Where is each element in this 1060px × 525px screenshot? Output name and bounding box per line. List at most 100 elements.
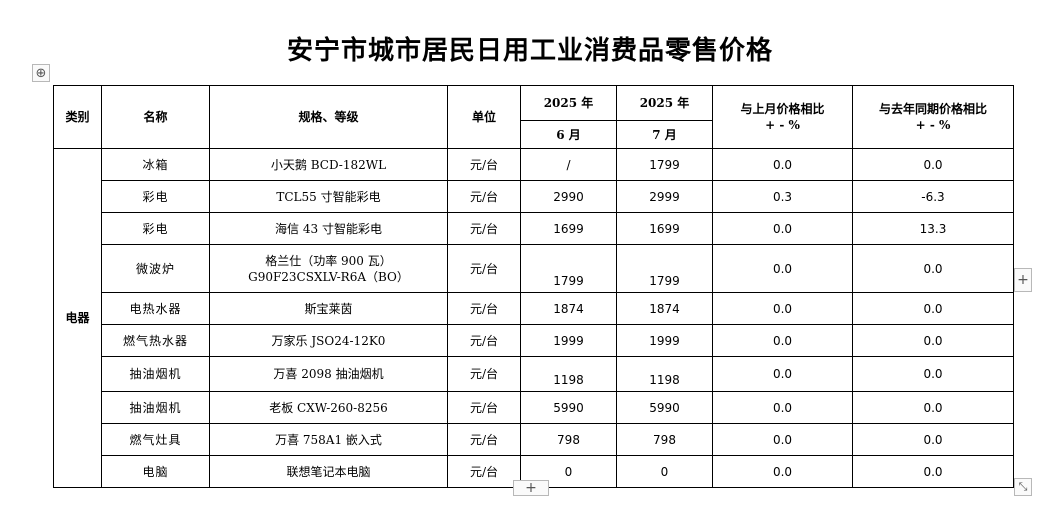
price-july: 1799 — [616, 244, 713, 293]
item-unit: 元/台 — [447, 212, 521, 245]
change-yoy: 0.0 — [852, 423, 1014, 456]
item-spec: 万喜 758A1 嵌入式 — [209, 423, 448, 456]
add-column-plus-icon[interactable]: + — [1014, 268, 1032, 292]
table-row: 电器 冰箱 小天鹅 BCD-182WL 元/台 / 1799 0.0 0.0 — [53, 148, 1014, 488]
table-move-handle-icon[interactable]: ⊕ — [32, 64, 50, 82]
price-july: 1699 — [616, 212, 713, 245]
item-name: 冰箱 — [101, 148, 210, 181]
price-june: 1799 — [520, 244, 617, 293]
item-unit: 元/台 — [447, 455, 521, 488]
change-yoy: 0.0 — [852, 356, 1014, 392]
change-mom: 0.0 — [712, 324, 853, 357]
price-june: / — [520, 148, 617, 181]
item-unit: 元/台 — [447, 356, 521, 392]
item-spec: 小天鹅 BCD-182WL — [209, 148, 448, 181]
item-unit: 元/台 — [447, 292, 521, 325]
table-row: 彩电 TCL55 寸智能彩电 元/台 2990 2999 0.3 -6.3 — [54, 180, 1014, 213]
table-resize-handle-icon[interactable]: ⤡ — [1014, 478, 1032, 496]
item-spec: 老板 CXW-260-8256 — [209, 391, 448, 424]
price-july: 0 — [616, 455, 713, 488]
change-yoy: 0.0 — [852, 391, 1014, 424]
change-mom: 0.0 — [712, 356, 853, 392]
price-june: 1699 — [520, 212, 617, 245]
price-july: 2999 — [616, 180, 713, 213]
change-yoy: 0.0 — [852, 455, 1014, 488]
item-unit: 元/台 — [447, 324, 521, 357]
item-spec: 格兰仕（功率 900 瓦） G90F23CSXLV-R6A（BO） — [209, 244, 448, 293]
table-row: 彩电 海信 43 寸智能彩电 元/台 1699 1699 0.0 13.3 — [54, 212, 1014, 245]
table-row: 燃气灶具 万喜 758A1 嵌入式 元/台 798 798 0.0 0.0 — [54, 423, 1014, 456]
table-row: 电脑 联想笔记本电脑 元/台 0 0 0.0 0.0 — [54, 455, 1014, 488]
item-name: 电热水器 — [101, 292, 210, 325]
item-spec: 斯宝莱茵 — [209, 292, 448, 325]
price-july: 798 — [616, 423, 713, 456]
item-name: 彩电 — [101, 180, 210, 213]
change-mom: 0.0 — [712, 391, 853, 424]
change-yoy: 0.0 — [852, 324, 1014, 357]
price-june: 5990 — [520, 391, 617, 424]
price-june: 1874 — [520, 292, 617, 325]
change-mom: 0.0 — [712, 244, 853, 293]
item-name: 抽油烟机 — [101, 356, 210, 392]
item-spec-line2: G90F23CSXLV-R6A（BO） — [248, 269, 409, 284]
table-row: 电热水器 斯宝莱茵 元/台 1874 1874 0.0 0.0 — [54, 292, 1014, 325]
item-unit: 元/台 — [447, 148, 521, 181]
table-row: 抽油烟机 万喜 2098 抽油烟机 元/台 1198 1198 0.0 0.0 — [54, 356, 1014, 392]
change-mom: 0.0 — [712, 212, 853, 245]
change-yoy: 0.0 — [852, 148, 1014, 181]
header-period2-month: 7 月 — [616, 120, 713, 149]
change-mom: 0.0 — [712, 423, 853, 456]
header-category: 类别 — [53, 85, 102, 149]
item-unit: 元/台 — [447, 180, 521, 213]
change-yoy: 0.0 — [852, 244, 1014, 293]
header-yoy-line2: + - % — [915, 118, 951, 132]
item-name: 燃气热水器 — [101, 324, 210, 357]
header-period1-year: 2025 年 — [520, 85, 617, 121]
header-mom-line1: 与上月价格相比 — [740, 102, 825, 116]
category-cell: 电器 — [53, 148, 102, 488]
item-name: 电脑 — [101, 455, 210, 488]
item-spec: 海信 43 寸智能彩电 — [209, 212, 448, 245]
table-row: 微波炉 格兰仕（功率 900 瓦） G90F23CSXLV-R6A（BO） 元/… — [54, 244, 1014, 293]
change-yoy: 0.0 — [852, 292, 1014, 325]
header-period2-year: 2025 年 — [616, 85, 713, 121]
change-mom: 0.3 — [712, 180, 853, 213]
header-unit: 单位 — [447, 85, 521, 149]
price-july: 5990 — [616, 391, 713, 424]
item-name: 燃气灶具 — [101, 423, 210, 456]
price-june: 2990 — [520, 180, 617, 213]
price-july: 1198 — [616, 356, 713, 392]
change-mom: 0.0 — [712, 292, 853, 325]
change-mom: 0.0 — [712, 455, 853, 488]
price-june: 1198 — [520, 356, 617, 392]
price-july: 1799 — [616, 148, 713, 181]
item-name: 抽油烟机 — [101, 391, 210, 424]
price-june: 1999 — [520, 324, 617, 357]
header-row-2: 6 月 7 月 — [54, 120, 1014, 149]
item-spec: 联想笔记本电脑 — [209, 455, 448, 488]
header-spec: 规格、等级 — [209, 85, 448, 149]
header-period1-month: 6 月 — [520, 120, 617, 149]
header-mom-line2: + - % — [765, 118, 800, 132]
add-row-plus-icon[interactable]: + — [513, 480, 549, 496]
price-june: 798 — [520, 423, 617, 456]
change-yoy: -6.3 — [852, 180, 1014, 213]
item-spec: 万喜 2098 抽油烟机 — [209, 356, 448, 392]
table-row: 抽油烟机 老板 CXW-260-8256 元/台 5990 5990 0.0 0… — [54, 391, 1014, 424]
header-row-1: 类别 名称 规格、等级 单位 2025 年 2025 年 与上月价格相比 + -… — [53, 85, 1014, 149]
item-spec: TCL55 寸智能彩电 — [209, 180, 448, 213]
document-title: 安宁市城市居民日用工业消费品零售价格 — [286, 36, 773, 66]
item-spec: 万家乐 JSO24-12K0 — [209, 324, 448, 357]
price-july: 1874 — [616, 292, 713, 325]
item-name: 彩电 — [101, 212, 210, 245]
header-mom: 与上月价格相比 + - % — [712, 85, 853, 149]
item-name: 微波炉 — [101, 244, 210, 293]
item-unit: 元/台 — [447, 423, 521, 456]
change-yoy: 13.3 — [852, 212, 1014, 245]
price-july: 1999 — [616, 324, 713, 357]
item-unit: 元/台 — [447, 244, 521, 293]
header-yoy: 与去年同期价格相比 + - % — [852, 85, 1014, 149]
header-name: 名称 — [101, 85, 210, 149]
item-unit: 元/台 — [447, 391, 521, 424]
change-mom: 0.0 — [712, 148, 853, 181]
